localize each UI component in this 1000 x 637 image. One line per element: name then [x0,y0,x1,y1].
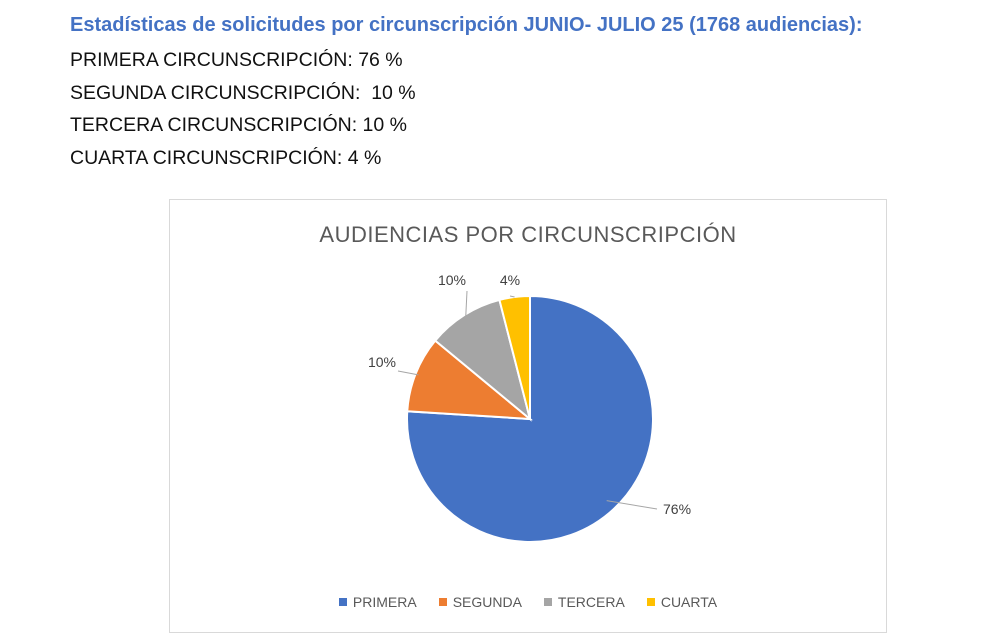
legend-label-segunda: SEGUNDA [452,594,522,610]
data-label-segunda: 10% [368,354,396,370]
legend-item-tercera: TERCERA [543,594,625,610]
legend-swatch-primera [338,598,347,606]
legend-item-cuarta: CUARTA [646,594,718,610]
leader-line-segunda [397,370,419,376]
stat-tercera: TERCERA CIRCUNSCRIPCIÓN: 10 % [70,114,407,137]
legend-item-primera: PRIMERA [338,594,417,610]
legend-swatch-tercera [543,598,552,606]
data-label-tercera: 10% [438,272,466,288]
stat-segunda: SEGUNDA CIRCUNSCRIPCIÓN: 10 % [70,81,416,104]
legend-swatch-segunda [438,598,447,606]
data-label-primera: 76% [663,501,691,517]
stats-list: PRIMERA CIRCUNSCRIPCIÓN: 76 % SEGUNDA CI… [70,44,416,175]
data-label-cuarta: 4% [500,272,520,288]
chart-legend: PRIMERA SEGUNDA TERCERA CUARTA [170,594,886,610]
legend-item-segunda: SEGUNDA [438,594,522,610]
pie-slice-segunda [406,339,534,421]
pie-chart: AUDIENCIAS POR CIRCUNSCRIPCIÓN 76% 10% 10%… [169,199,887,633]
pie-plot: 76% 10% 10% 4% [368,272,691,543]
page-heading: Estadísticas de solicitudes por circunsc… [70,14,863,36]
legend-label-primera: PRIMERA [352,594,417,610]
stat-cuarta: CUARTA CIRCUNSCRIPCIÓN: 4 % [70,147,382,170]
leader-line-cuarta [509,295,515,298]
legend-label-cuarta: CUARTA [660,594,718,610]
legend-swatch-cuarta [646,598,655,606]
stat-primera: PRIMERA CIRCUNSCRIPCIÓN: 76 % [70,49,403,71]
leader-line-tercera [465,290,468,318]
chart-title: AUDIENCIAS POR CIRCUNSCRIPCIÓN [319,222,737,247]
legend-label-tercera: TERCERA [557,594,625,610]
leader-line-primera [606,500,658,510]
